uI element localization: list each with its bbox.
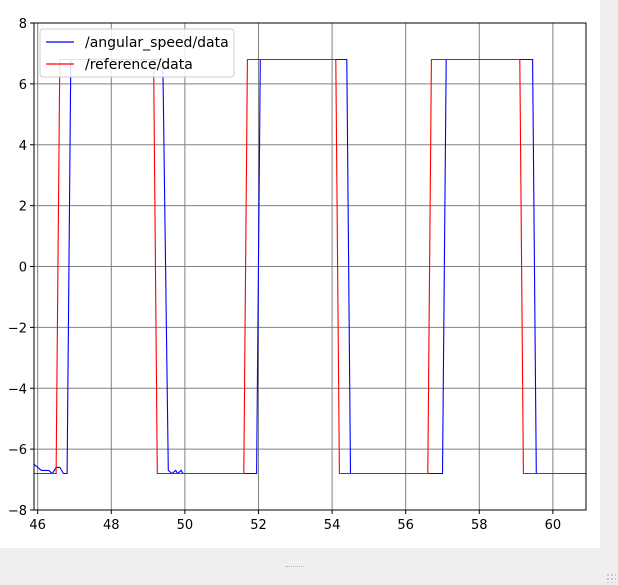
legend-box	[39, 28, 235, 78]
y-tick-label: −6	[8, 443, 27, 458]
y-tick-label: 2	[19, 200, 27, 215]
x-tick-label: 48	[103, 518, 120, 533]
y-tick-label: 8	[19, 17, 27, 32]
y-tick-label: 0	[19, 261, 27, 276]
y-tick-label: 6	[19, 78, 27, 93]
x-tick-label: 52	[250, 518, 267, 533]
legend-entry: /angular_speed/data	[85, 35, 229, 51]
y-tick-label: −8	[8, 504, 27, 519]
y-tick-label: 4	[19, 139, 27, 154]
corner-resize-grip[interactable]	[606, 573, 616, 583]
x-tick-label: 60	[545, 518, 562, 533]
y-tick-label: −2	[8, 321, 27, 336]
legend: /angular_speed/data/reference/data	[39, 28, 235, 78]
x-tick-label: 58	[471, 518, 488, 533]
legend-entry: /reference/data	[85, 57, 193, 73]
resize-grip[interactable]	[286, 566, 304, 571]
y-tick-label: −4	[8, 382, 27, 397]
x-tick-label: 56	[397, 518, 414, 533]
plot-canvas: 46 48 50 52 54 56 58 60 −8 −6 −4 −2 0 2 4 6 8 /angular_s…	[0, 0, 600, 548]
x-tick-label: 54	[324, 518, 341, 533]
x-tick-label: 50	[177, 518, 194, 533]
x-tick-label: 46	[29, 518, 46, 533]
series-line-0	[34, 58, 586, 475]
